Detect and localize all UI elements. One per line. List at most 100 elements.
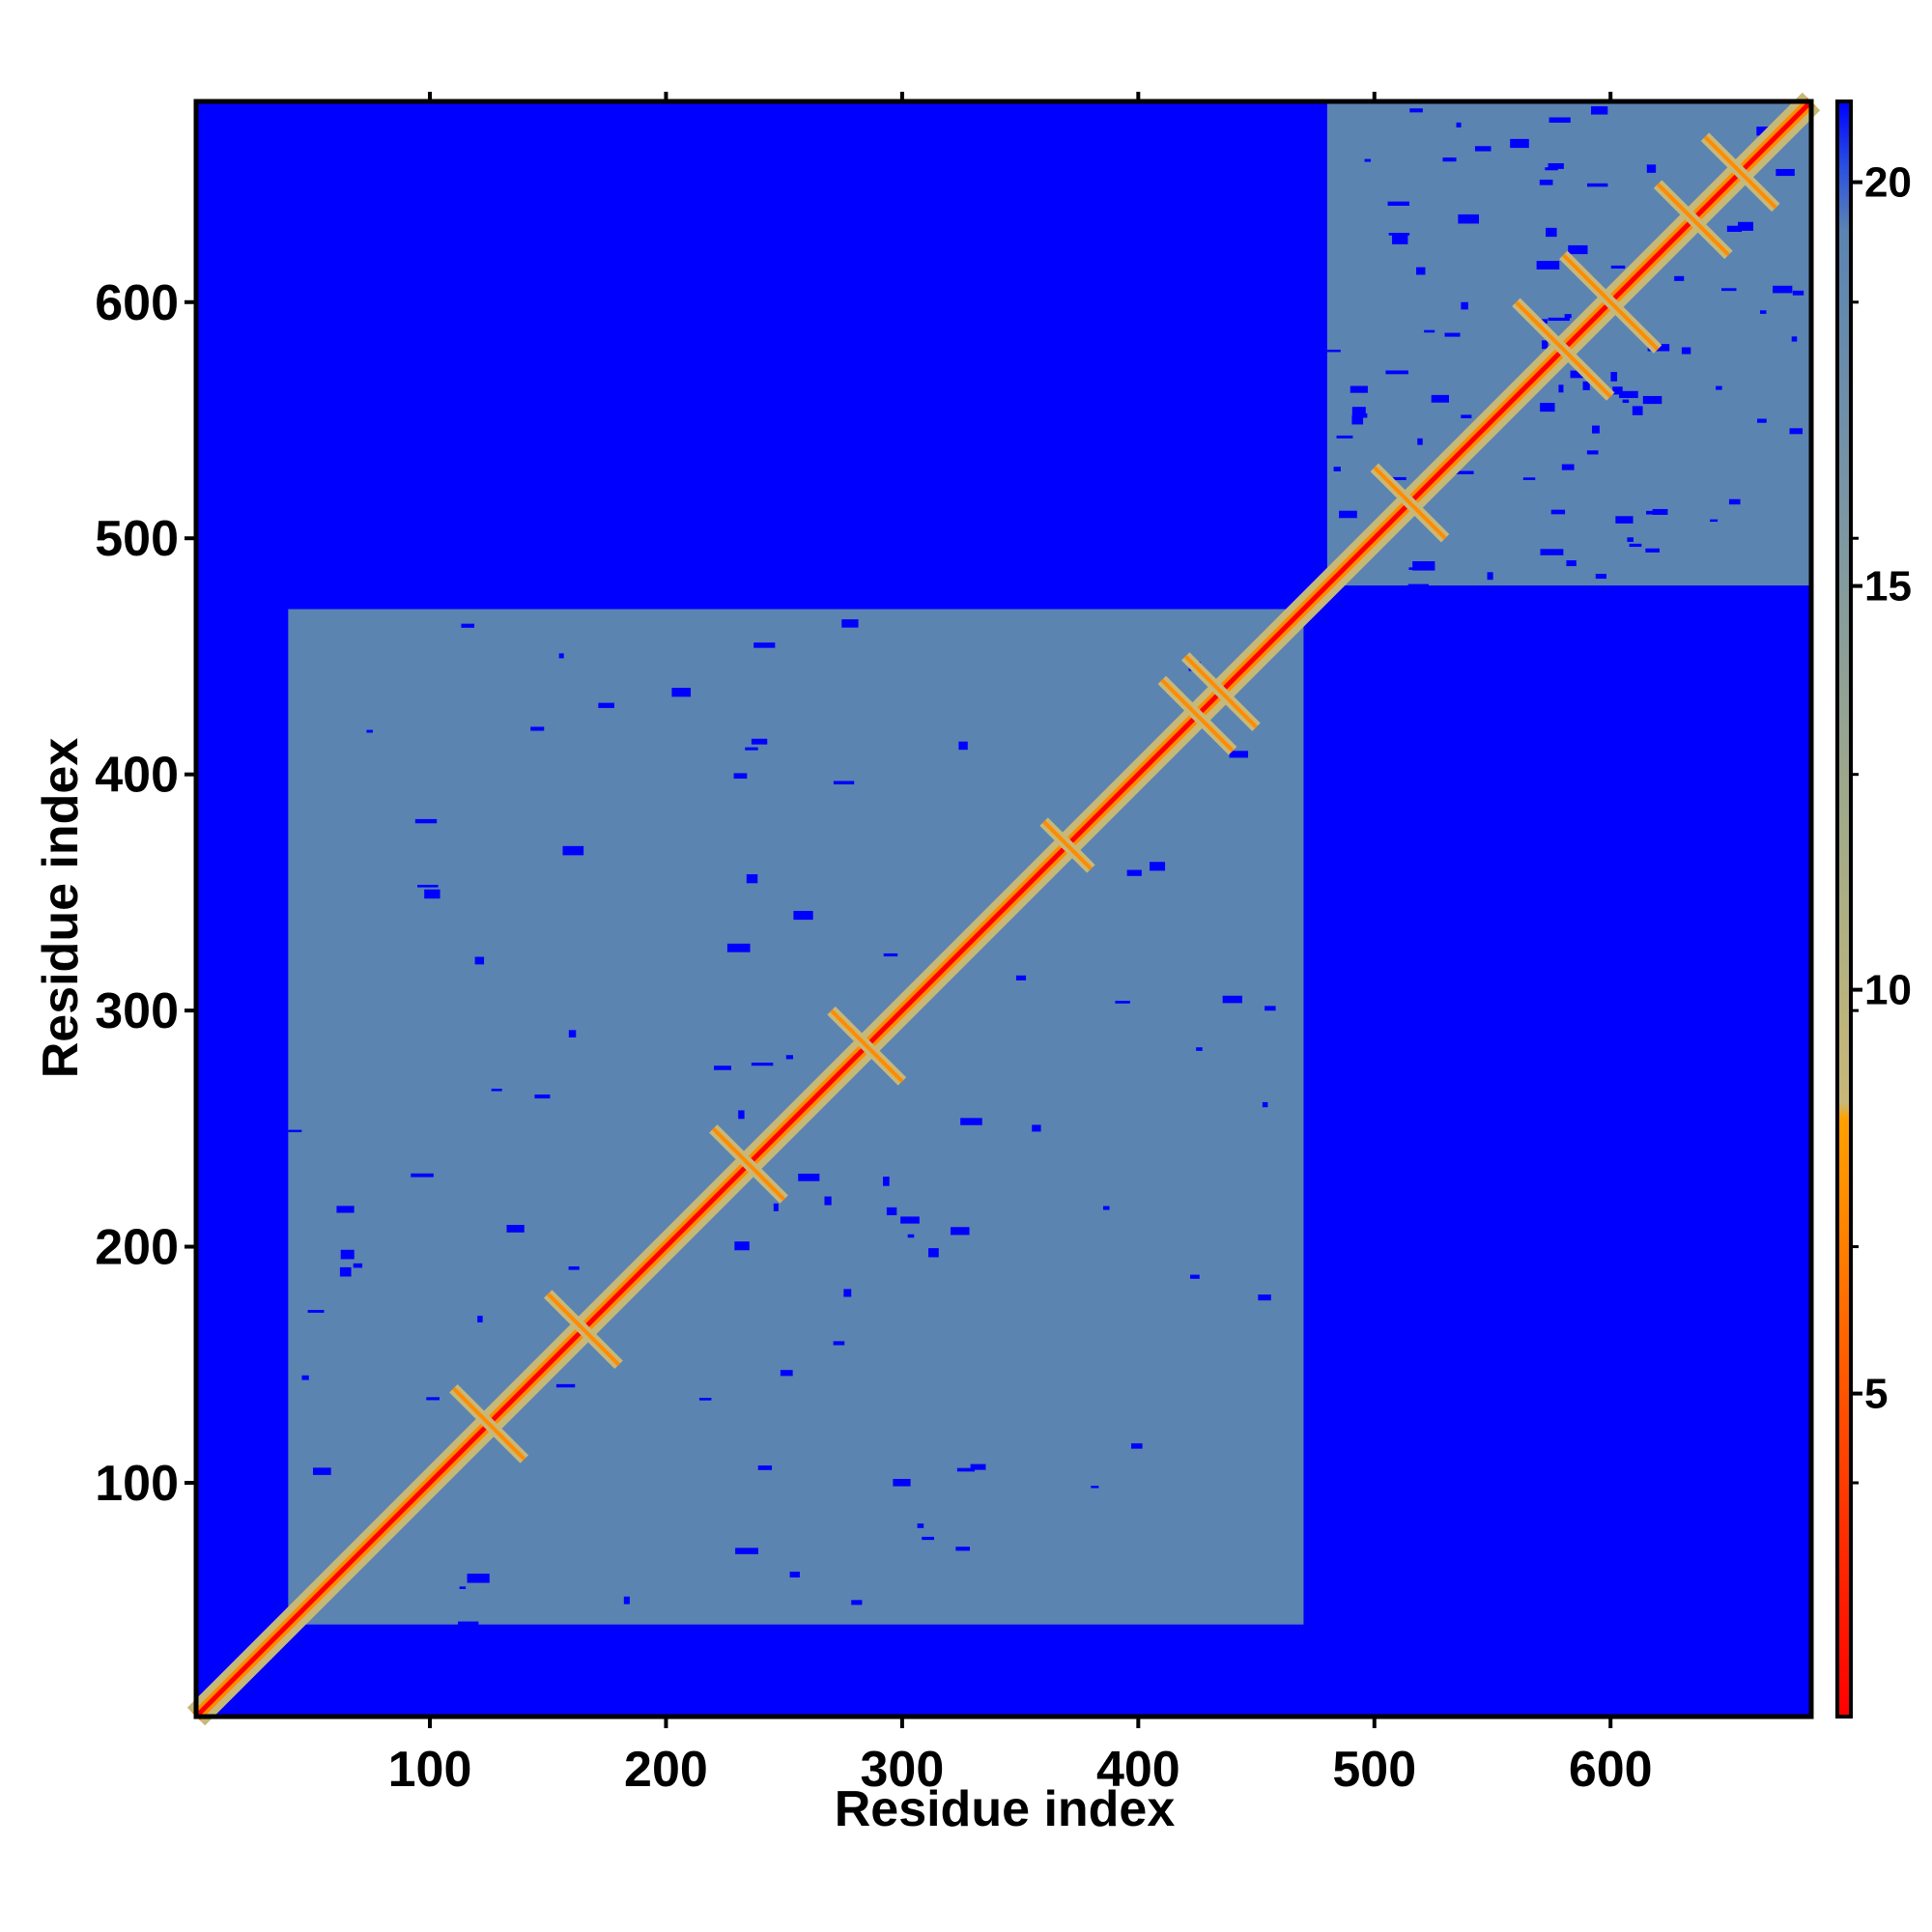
contact-gap [1591,106,1608,115]
contact-gap [288,1129,302,1133]
contact-gap [1619,390,1638,399]
contact-gap [1387,201,1409,207]
contact-gap [956,1467,975,1472]
x-tick-label: 100 [388,1742,472,1798]
contact-strand-core [1703,135,1777,210]
contact-gap [1548,162,1564,169]
contact-gap [1545,167,1558,171]
contact-gap [793,910,813,921]
contact-gap [312,1467,331,1475]
contact-gap [1264,1006,1276,1011]
contact-gap [1681,347,1691,355]
contact-gap [1721,288,1737,292]
contact-gap [970,1463,986,1470]
contact-strand-core [711,1126,786,1202]
colorbar-gradient [1835,99,1853,1719]
contact-gap [1792,290,1804,296]
contact-gap [785,1055,793,1060]
contact-gap [1536,261,1560,270]
contact-gap [1615,516,1634,524]
contact-gap [1586,450,1599,455]
contact-gap [1351,407,1366,416]
contact-gap [1629,543,1642,548]
contact-gap [1444,332,1461,337]
contact-gap [1756,127,1769,136]
contact-gap [461,623,475,628]
x-tick-label: 300 [861,1742,945,1798]
contact-gap [1407,583,1429,594]
contact-gap [883,952,898,957]
contact-gap [1632,406,1643,415]
contact-gap [1190,1274,1200,1279]
contact-gap [458,1621,479,1632]
x-tick-label: 600 [1569,1742,1653,1798]
contact-gap [366,729,373,733]
contact-strand-core [1656,183,1730,257]
contact-strand-core [1183,655,1258,729]
contact-gap [1759,310,1767,314]
contact-gap [1102,1206,1110,1210]
contact-gap [1738,221,1754,231]
contact-gap [798,1173,820,1181]
contact-gap [1710,519,1719,523]
contact-gap [757,1465,773,1470]
contact-gap [1196,1047,1203,1051]
contact-gap [1364,158,1372,162]
contact-gap [467,1574,490,1583]
contact-gap [1126,869,1142,876]
contact-gap [1258,1294,1271,1301]
plot-frame [193,99,1814,1719]
contact-gap [960,1118,982,1125]
contact-gap [1412,561,1435,571]
contact-gap [1773,285,1793,294]
contact-gap [1229,751,1249,758]
contact-gap [1646,510,1664,515]
heatmap-body [186,92,1821,1726]
contact-gap [1510,138,1529,149]
contact-gap [841,619,859,628]
contact-gap [886,1207,897,1216]
contact-gap [426,1397,440,1401]
contact-gap [955,1547,970,1551]
contact-gap [1561,464,1575,470]
contact-lines [186,92,1821,1726]
contact-gap [928,1248,939,1258]
y-axis-label: Residue index [33,738,89,1079]
contact-gap [417,884,439,888]
colorbar-tick-label: 20 [1864,159,1912,207]
contact-strand-core [1373,466,1447,540]
contact-gap [1393,476,1406,481]
contact-gap [698,1398,712,1401]
y-tick-label: 500 [95,511,179,567]
contact-gap [1726,225,1743,232]
x-axis-label: Residue index [835,1781,1176,1837]
contact-gap [843,1289,852,1297]
contact-gap [1540,403,1555,412]
contact-gap [733,773,748,780]
contact-gap [1548,317,1570,322]
contact-gap [1522,477,1536,480]
y-tick-label: 100 [95,1456,179,1512]
colorbar-tick-label: 5 [1864,1371,1888,1418]
contact-gap [917,1523,924,1528]
contact-gap [1091,1486,1099,1489]
colorbar-ticks: 5 10 15 20 [1851,159,1912,1485]
y-tick-label: 600 [95,275,179,331]
contact-gap [751,1063,774,1066]
colorbar-tick-label: 10 [1864,967,1912,1014]
contact-gap [459,1586,467,1589]
contact-gap [1417,438,1423,445]
contact-gap [1546,227,1557,238]
contact-gap [751,738,768,745]
contact-gap [1326,349,1341,353]
contact-gap [1592,425,1600,434]
contact-gap [1408,567,1415,570]
contact-gap [900,1216,920,1224]
contact-gap [773,1203,779,1211]
contact-gap [1612,386,1623,395]
contact-gap [474,956,485,965]
contact-gap [1130,1443,1143,1449]
contact-strand-core [1515,300,1612,398]
contact-gap [1392,235,1408,244]
contact-gap [671,688,692,697]
